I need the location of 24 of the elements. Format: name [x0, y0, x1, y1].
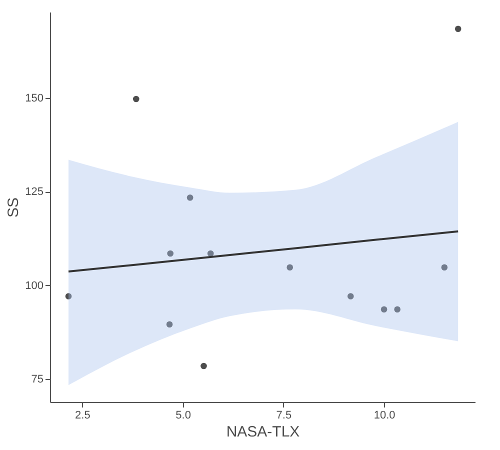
y-tick-label: 150	[25, 92, 44, 104]
point	[186, 194, 194, 201]
y-tick-label: 125	[25, 186, 44, 198]
line-series	[68, 230, 460, 272]
point	[65, 293, 72, 300]
point	[380, 306, 388, 313]
point	[166, 321, 173, 328]
y-axis-title: SS	[5, 197, 22, 218]
point	[132, 96, 140, 102]
point	[207, 250, 214, 257]
point	[167, 250, 174, 257]
point	[394, 306, 400, 313]
point	[441, 264, 448, 271]
x-tick-label: 10.0	[374, 410, 396, 422]
x-tick-label: 2.5	[75, 410, 90, 422]
point	[454, 26, 462, 32]
y-tick-label: 100	[25, 280, 44, 292]
y-tick-label: 75	[31, 374, 44, 386]
point	[286, 264, 294, 271]
x-axis-title: NASA-TLX	[226, 424, 300, 440]
point	[347, 293, 354, 300]
x-tick-label: 7.5	[276, 410, 292, 422]
point	[200, 362, 207, 370]
x-tick-label: 5.0	[176, 410, 191, 422]
